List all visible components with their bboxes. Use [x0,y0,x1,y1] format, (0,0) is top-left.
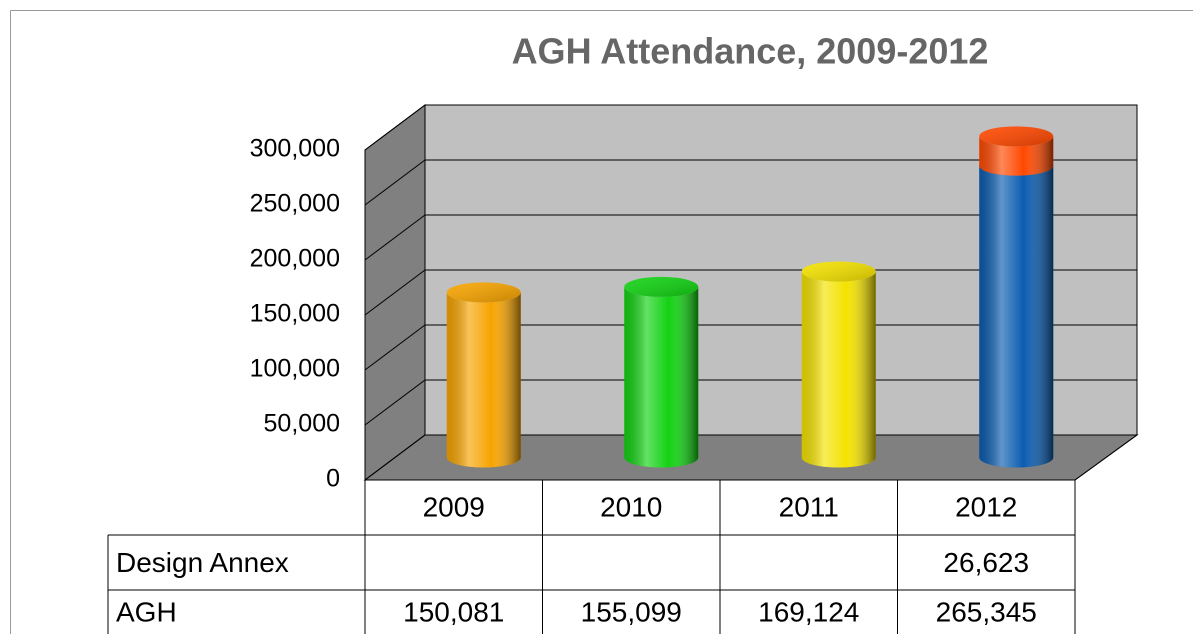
table-value: 155,099 [581,596,682,627]
cylinder-part [624,276,699,297]
grid-line [364,104,426,151]
y-tick-label: 0 [326,465,340,493]
table-value: 169,124 [758,596,859,627]
cylinder-part [979,136,1054,176]
y-tick-label: 100,000 [250,355,340,383]
grid-line [364,324,426,371]
cylinder [624,276,699,468]
grid-line [364,269,426,316]
y-tick-label: 250,000 [250,190,340,218]
cylinder-part [801,271,876,468]
chart-title: AGH Attendance, 2009-2012 [512,31,989,72]
table-value: 26,623 [943,547,1029,578]
table-value: 150,081 [403,596,504,627]
x-tick-label: 2010 [600,491,662,522]
x-tick-label: 2009 [423,491,485,522]
x-tick-label: 2011 [779,491,839,522]
cylinder-part [979,126,1054,147]
y-tick-label: 200,000 [250,245,340,273]
cylinder [801,261,876,468]
y-tick-label: 300,000 [250,135,340,163]
grid-line [364,159,426,206]
cylinder-part [446,292,521,468]
grid-line [364,434,426,481]
y-tick-label: 150,000 [250,300,340,328]
table-border [1074,434,1138,481]
cylinder-part [446,282,521,303]
grid-line [364,379,426,426]
row-label: Design Annex [116,547,289,578]
x-tick-label: 2012 [955,491,1017,522]
cylinder-part [801,261,876,282]
grid-line [364,214,426,261]
cylinder-part [979,165,1054,468]
cylinder-part [624,286,699,468]
cylinder [979,126,1054,176]
y-tick-label: 50,000 [264,410,340,438]
row-label: AGH [116,596,177,627]
cylinder [979,155,1054,468]
cylinder [446,282,521,468]
table-value: 265,345 [936,596,1037,627]
